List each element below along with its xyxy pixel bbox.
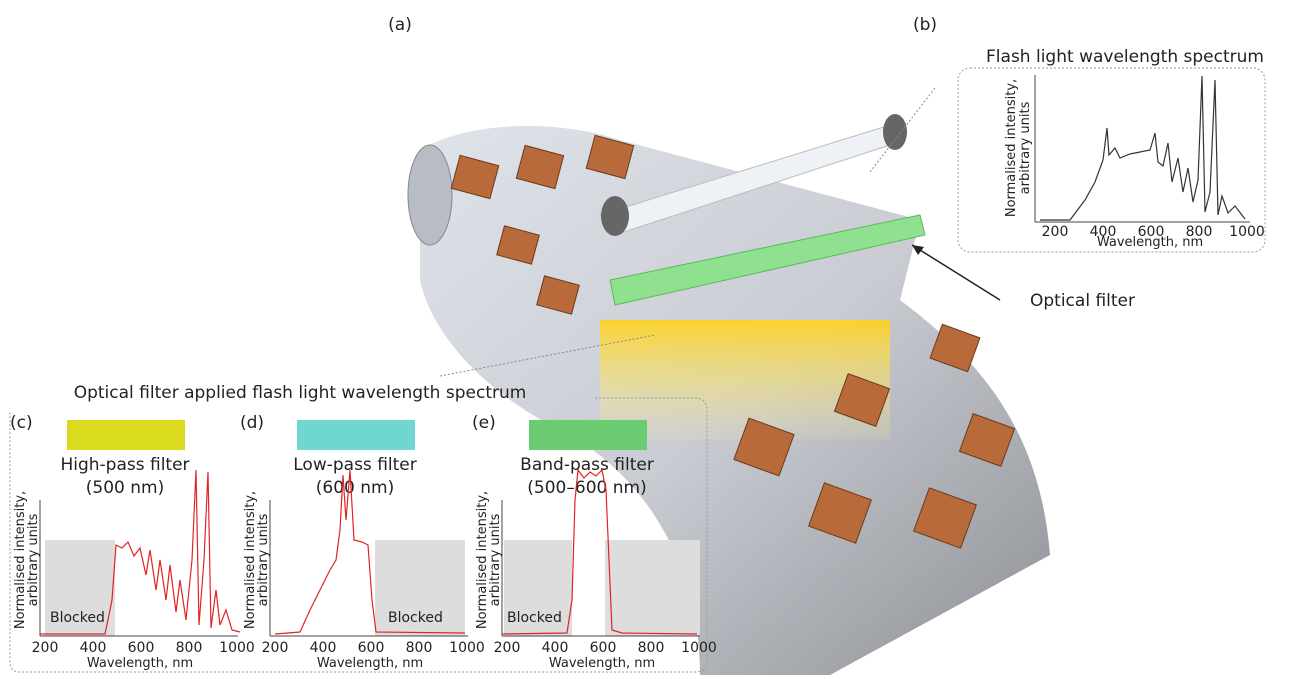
- x-tick-label: 400: [1090, 224, 1117, 240]
- page: {"panel_labels": {"a": "(a)", "b": "(b)"…: [0, 0, 1299, 679]
- y-axis-label: arbitrary units: [26, 513, 41, 606]
- y-axis-label: Normalised intensity,: [1004, 79, 1019, 217]
- x-tick-label: 600: [128, 640, 155, 656]
- blocked-label: Blocked: [507, 610, 562, 626]
- x-tick-label: 600: [358, 640, 385, 656]
- lamp-cap: [883, 114, 907, 150]
- filter-name: High-pass filter: [60, 455, 189, 475]
- filter-cutoff: (500–600 nm): [527, 478, 646, 498]
- x-axis-label: Wavelength, nm: [549, 656, 655, 671]
- roller: [408, 145, 452, 245]
- x-tick-label: 1000: [449, 640, 485, 656]
- filter-panel: (d)Low-pass filter(600 nm)BlockedNormali…: [240, 413, 485, 671]
- panel-label: (b): [913, 15, 937, 35]
- panel-label: (c): [10, 413, 33, 433]
- x-tick-label: 600: [1138, 224, 1165, 240]
- panel-label: (a): [388, 15, 412, 35]
- filter-swatch: [529, 420, 647, 450]
- filtered-title: Optical filter applied flash light wavel…: [74, 383, 527, 403]
- figure: (a) (b) Flash light wavelength spectrum …: [0, 0, 1299, 675]
- x-tick-label: 800: [176, 640, 203, 656]
- filter-name: Low-pass filter: [293, 455, 416, 475]
- lamp-cap: [601, 196, 629, 236]
- x-axis-label: Wavelength, nm: [317, 656, 423, 671]
- x-tick-label: 800: [406, 640, 433, 656]
- filter-cutoff: (500 nm): [86, 478, 164, 498]
- x-tick-label: 200: [1042, 224, 1069, 240]
- panel-label: (e): [472, 413, 496, 433]
- filter-cutoff: (600 nm): [316, 478, 394, 498]
- x-tick-label: 200: [262, 640, 289, 656]
- filter-panel: (c)High-pass filter(500 nm)BlockedNormal…: [10, 413, 255, 671]
- x-tick-label: 200: [494, 640, 521, 656]
- x-axis-label: Wavelength, nm: [87, 656, 193, 671]
- x-tick-label: 200: [32, 640, 59, 656]
- arrow: [912, 245, 1000, 300]
- x-tick-label: 1000: [1229, 224, 1265, 240]
- blocked-label: Blocked: [388, 610, 443, 626]
- y-axis-label: arbitrary units: [488, 513, 503, 606]
- filter-name: Band-pass filter: [520, 455, 654, 475]
- blocked-label: Blocked: [50, 610, 105, 626]
- x-tick-label: 1000: [681, 640, 717, 656]
- x-tick-label: 400: [310, 640, 337, 656]
- blocked-region: [605, 540, 700, 636]
- filter-swatch: [297, 420, 415, 450]
- x-tick-label: 400: [80, 640, 107, 656]
- x-tick-label: 1000: [219, 640, 255, 656]
- filter-swatch: [67, 420, 185, 450]
- optical-filter-label: Optical filter: [1030, 291, 1135, 311]
- y-axis-label: arbitrary units: [1018, 101, 1033, 194]
- x-tick-label: 800: [638, 640, 665, 656]
- inset-title: Flash light wavelength spectrum: [986, 47, 1264, 67]
- x-tick-label: 800: [1186, 224, 1213, 240]
- y-axis-label: arbitrary units: [256, 513, 271, 606]
- panel-label: (d): [240, 413, 264, 433]
- x-tick-label: 600: [590, 640, 617, 656]
- x-tick-label: 400: [542, 640, 569, 656]
- arrow-head: [912, 245, 924, 255]
